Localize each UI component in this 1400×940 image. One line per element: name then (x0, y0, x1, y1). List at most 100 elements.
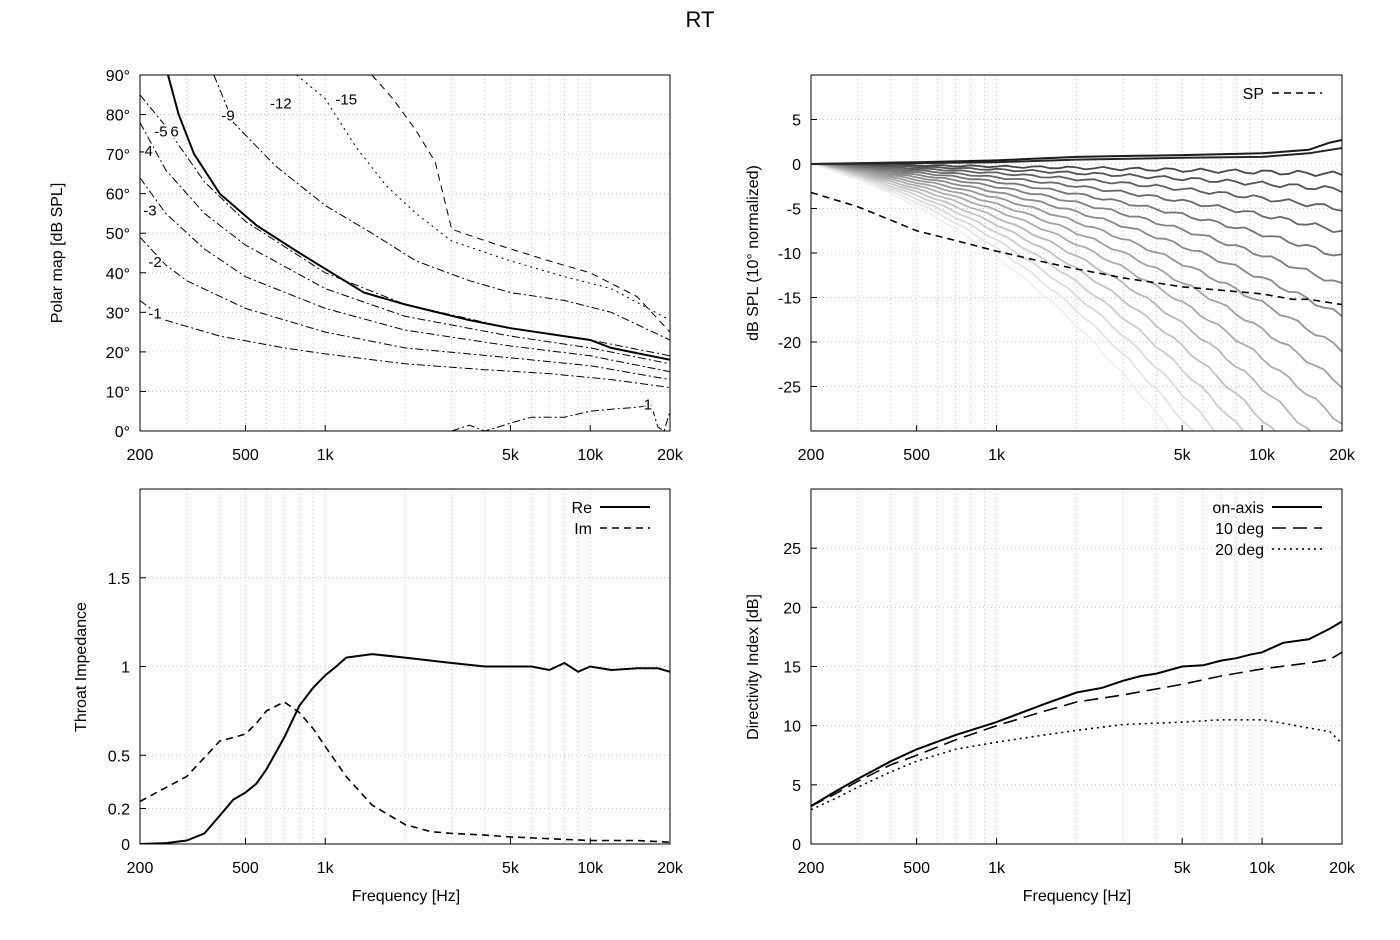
x-tick-label: 20k (657, 860, 684, 877)
x-tick-label: 20k (1329, 860, 1356, 877)
legend-label-20-deg: 20 deg (1215, 542, 1264, 559)
plot-frame (139, 74, 671, 432)
x-tick-label: 10k (1249, 447, 1276, 464)
polar-curve-65deg (811, 163, 1312, 431)
polar-curve-40deg (811, 163, 1342, 284)
spl-panel: 200 500 1k 5k 10k 20k 5 0 -5 -10 -15 -20 -25 dB SPL (… (745, 74, 1356, 464)
contour--1 (140, 300, 670, 388)
y-tick-label: 0 (792, 157, 801, 174)
series-line-0- (811, 139, 1342, 165)
series-line-sp (811, 191, 1342, 306)
y-tick-label: -5 (787, 202, 801, 219)
plot-area (140, 75, 670, 431)
polar-curve-20deg (811, 163, 1342, 194)
contour-label--3: -3 (143, 202, 156, 219)
polar-curve-25deg (811, 163, 1342, 212)
x-tick-label: 10k (577, 447, 604, 464)
contour--4 (140, 122, 670, 365)
legend-label-sp: SP (1243, 86, 1264, 103)
plot-frame (810, 488, 1343, 845)
series-line-10-deg (811, 651, 1342, 807)
y-tick-label: 0° (115, 424, 130, 441)
x-tick-label: 20k (1329, 447, 1356, 464)
contour-label-1: 1 (644, 396, 652, 413)
y-tick-label: 10° (106, 384, 130, 401)
contour--9 (213, 75, 670, 341)
contour-label--9: -9 (221, 108, 234, 125)
series-line-5- (811, 147, 1342, 165)
y-tick-label: 10 (783, 719, 801, 736)
x-tick-label: 10k (1249, 860, 1276, 877)
polar-curve-80deg (811, 163, 1216, 431)
polar-curve-45deg (811, 163, 1342, 317)
x-tick-label: 10k (577, 860, 604, 877)
series-line-on-axis (811, 620, 1342, 807)
x-axis-label: Frequency [Hz] (1023, 888, 1131, 905)
x-tick-label: 200 (127, 447, 154, 464)
y-tick-label: 50° (106, 226, 130, 243)
plot-area (140, 653, 670, 844)
y-tick-label: 0 (121, 837, 130, 854)
polar-curve-35deg (811, 163, 1342, 257)
directivity-index-panel: 200 500 1k 5k 10k 20k 0 5 10 15 20 25 Directivity In… (745, 488, 1356, 905)
x-tick-label: 200 (798, 860, 825, 877)
x-axis-label: Frequency [Hz] (352, 888, 460, 905)
plot-frame (139, 488, 671, 845)
polar-curve-75deg (811, 163, 1245, 431)
y-tick-label: 90° (106, 68, 130, 85)
y-tick-label: 1.5 (108, 571, 130, 588)
polar-curve-60deg (811, 163, 1342, 425)
polar-curve-70deg (811, 163, 1277, 431)
contour-label--2: -2 (148, 254, 161, 271)
polar-curve-50deg (811, 163, 1342, 353)
y-tick-label: -15 (778, 291, 801, 308)
x-tick-label: 5k (502, 447, 520, 464)
x-tick-label: 1k (988, 447, 1006, 464)
x-tick-label: 500 (232, 860, 259, 877)
x-tick-label: 500 (903, 447, 930, 464)
x-tick-label: 1k (317, 860, 335, 877)
y-tick-label: -25 (778, 380, 801, 397)
x-tick-label: 20k (657, 447, 684, 464)
x-tick-label: 5k (1174, 860, 1192, 877)
contour--2 (140, 236, 670, 381)
contour-label--6: 6 (170, 123, 178, 140)
contour-label--5: -5 (154, 123, 167, 140)
contour-label--15: -15 (335, 92, 357, 109)
polar-curve-85deg (811, 163, 1195, 431)
contour-label--12: -12 (270, 96, 292, 113)
x-tick-label: 1k (317, 447, 335, 464)
x-tick-label: 200 (127, 860, 154, 877)
polar-curve-55deg (811, 163, 1342, 389)
x-tick-label: 5k (1174, 447, 1192, 464)
contour-1 (451, 404, 670, 431)
y-axis-label: Polar map [dB SPL] (49, 183, 66, 324)
contour--15 (371, 75, 670, 333)
y-tick-label: 15 (783, 660, 801, 677)
throat-impedance-panel: 200 500 1k 5k 10k 20k 0 0.2 0.5 1 1.5 Throat Impeda… (73, 488, 684, 905)
series-line-re (140, 653, 670, 844)
x-tick-label: 200 (798, 447, 825, 464)
y-axis-label: Directivity Index [dB] (745, 594, 762, 740)
y-tick-label: 1 (121, 660, 130, 677)
y-tick-label: 80° (106, 108, 130, 125)
y-tick-label: 0.2 (108, 802, 130, 819)
x-tick-label: 5k (502, 860, 520, 877)
plot-area (811, 620, 1342, 811)
contour-label--1: -1 (148, 305, 161, 322)
y-tick-label: 20° (106, 345, 130, 362)
y-tick-label: 70° (106, 147, 130, 164)
y-tick-label: 40° (106, 266, 130, 283)
y-tick-label: 25 (783, 541, 801, 558)
polar-curve-90deg (811, 163, 1171, 431)
y-tick-label: 30° (106, 305, 130, 322)
legend-label-10-deg: 10 deg (1215, 521, 1264, 538)
y-tick-label: 0.5 (108, 748, 130, 765)
legend-label-on-axis: on-axis (1212, 500, 1264, 517)
y-tick-label: -20 (778, 335, 801, 352)
y-tick-label: 5 (792, 778, 801, 795)
y-axis-label: dB SPL (10° normalized) (745, 165, 762, 341)
y-tick-label: -10 (778, 246, 801, 263)
legend-label-im: Im (574, 521, 592, 538)
